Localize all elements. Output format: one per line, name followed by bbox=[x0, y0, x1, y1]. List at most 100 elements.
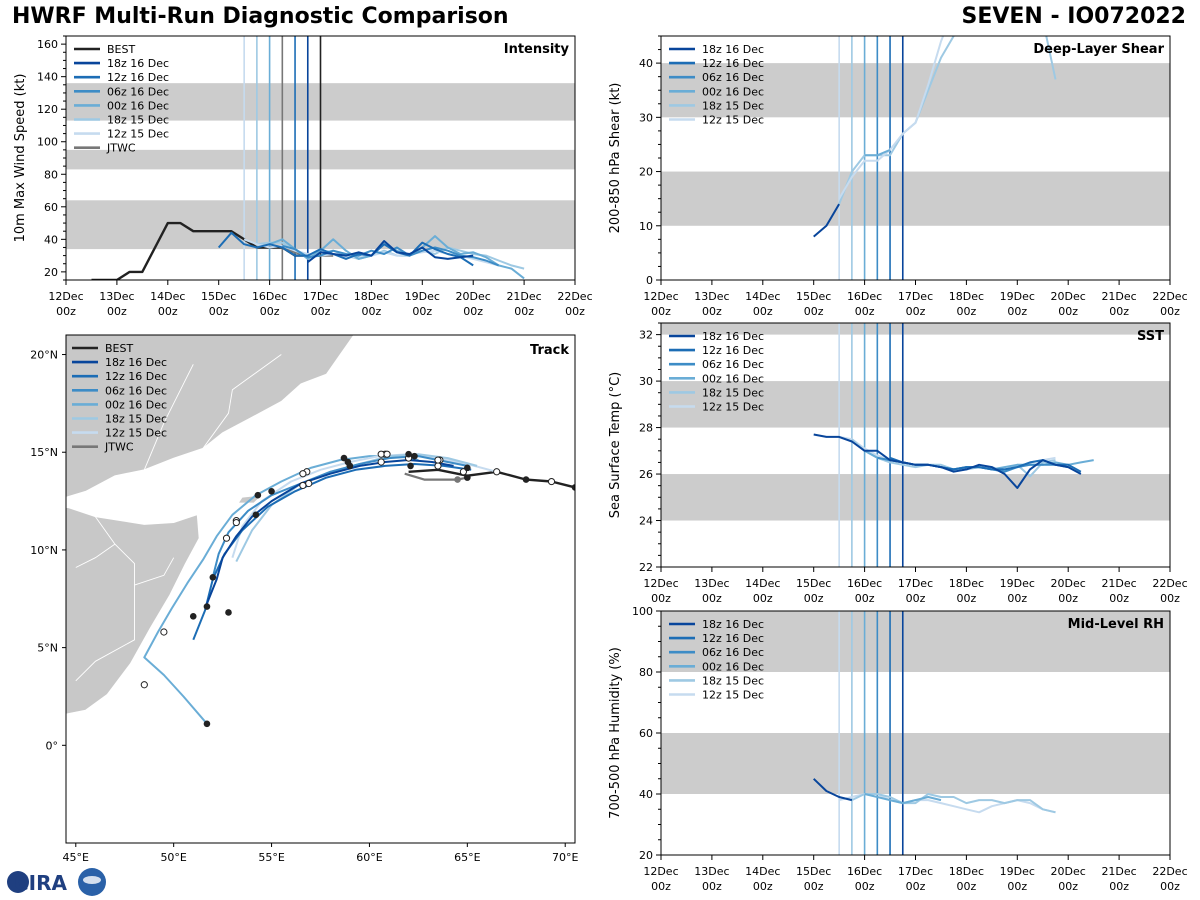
x-tick-label: 00z bbox=[855, 305, 875, 318]
y-tick-label: 40 bbox=[639, 788, 653, 801]
legend-label: 00z 16 Dec bbox=[105, 398, 167, 411]
x-tick-label: 00z bbox=[1160, 305, 1180, 318]
y-tick-label: 160 bbox=[37, 38, 58, 51]
track-open-marker bbox=[160, 628, 168, 636]
x-tick-label: 00z bbox=[1058, 592, 1078, 605]
x-tick-label: 00z bbox=[107, 305, 127, 318]
legend-label: 06z 16 Dec bbox=[702, 358, 764, 371]
shaded-band bbox=[661, 381, 1170, 428]
x-tick-label: 16Dec bbox=[847, 290, 882, 303]
x-tick-label: 12Dec bbox=[643, 865, 678, 878]
land-mass bbox=[66, 335, 355, 498]
lon-tick-label: 70°E bbox=[552, 851, 578, 864]
x-tick-label: 00z bbox=[311, 305, 331, 318]
x-tick-label: 22Dec bbox=[557, 290, 592, 303]
x-tick-label: 00z bbox=[651, 305, 671, 318]
x-tick-label: 00z bbox=[158, 305, 178, 318]
legend-label: 18z 15 Dec bbox=[702, 99, 764, 112]
x-tick-label: 16Dec bbox=[252, 290, 287, 303]
series-line bbox=[813, 433, 1082, 489]
y-tick-label: 80 bbox=[639, 666, 653, 679]
x-tick-label: 00z bbox=[804, 305, 824, 318]
y-tick-label: 28 bbox=[639, 422, 653, 435]
series-line bbox=[813, 778, 853, 802]
track-open-marker bbox=[305, 479, 313, 488]
x-tick-label: 00z bbox=[957, 880, 977, 893]
lon-tick-label: 65°E bbox=[454, 851, 480, 864]
x-tick-label: 00z bbox=[1160, 592, 1180, 605]
x-tick-label: 13Dec bbox=[694, 865, 729, 878]
x-tick-label: 00z bbox=[1007, 592, 1027, 605]
panel-title: SST bbox=[1137, 329, 1164, 344]
x-tick-label: 13Dec bbox=[99, 290, 134, 303]
x-tick-label: 12Dec bbox=[643, 290, 678, 303]
x-tick-label: 00z bbox=[753, 305, 773, 318]
x-tick-label: 00z bbox=[56, 305, 76, 318]
x-tick-label: 16Dec bbox=[847, 865, 882, 878]
x-tick-label: 20Dec bbox=[456, 290, 491, 303]
track-position-marker bbox=[454, 476, 461, 483]
track-position-marker bbox=[252, 511, 260, 519]
x-tick-label: 14Dec bbox=[745, 865, 780, 878]
shaded-band bbox=[661, 323, 1170, 335]
legend-label: 12z 16 Dec bbox=[702, 632, 764, 645]
land-mass bbox=[66, 506, 200, 715]
x-tick-label: 00z bbox=[906, 305, 926, 318]
y-axis-label: 200-850 hPa Shear (kt) bbox=[608, 83, 623, 234]
shaded-band bbox=[661, 474, 1170, 521]
x-tick-label: 21Dec bbox=[1101, 577, 1136, 590]
x-tick-label: 00z bbox=[702, 305, 722, 318]
map-area bbox=[66, 335, 575, 728]
x-tick-label: 20Dec bbox=[1051, 290, 1086, 303]
x-tick-label: 19Dec bbox=[1000, 577, 1035, 590]
x-tick-label: 20Dec bbox=[1051, 865, 1086, 878]
lon-tick-label: 45°E bbox=[63, 851, 89, 864]
x-tick-label: 00z bbox=[651, 592, 671, 605]
panel-title: Intensity bbox=[504, 42, 570, 57]
x-tick-label: 15Dec bbox=[796, 577, 831, 590]
x-tick-label: 00z bbox=[412, 305, 432, 318]
legend-label: 18z 15 Dec bbox=[105, 413, 167, 426]
legend-label: 12z 16 Dec bbox=[702, 57, 764, 70]
x-tick-label: 13Dec bbox=[694, 290, 729, 303]
x-tick-label: 17Dec bbox=[303, 290, 338, 303]
track-open-marker bbox=[434, 462, 442, 470]
series-line bbox=[864, 148, 891, 157]
panel-title: Mid-Level RH bbox=[1068, 617, 1164, 632]
y-tick-label: 140 bbox=[37, 71, 58, 84]
y-tick-label: 100 bbox=[632, 605, 653, 618]
lat-tick-label: 20°N bbox=[30, 349, 58, 362]
y-tick-label: 120 bbox=[37, 103, 58, 116]
x-tick-label: 00z bbox=[1109, 305, 1129, 318]
y-tick-label: 100 bbox=[37, 136, 58, 149]
legend-label: 12z 16 Dec bbox=[107, 71, 169, 84]
plot-area bbox=[661, 323, 1170, 567]
x-tick-label: 13Dec bbox=[694, 577, 729, 590]
x-tick-label: 22Dec bbox=[1152, 577, 1187, 590]
legend-label: 12z 15 Dec bbox=[107, 128, 169, 141]
x-tick-label: 00z bbox=[957, 592, 977, 605]
legend-label: 18z 16 Dec bbox=[702, 618, 764, 631]
legend-label: 00z 16 Dec bbox=[702, 85, 764, 98]
track-panel: 45°E 50°E 55°E 60°E 65°E 70°E 0° 5°N 10°N 15°N 20°… bbox=[30, 334, 578, 864]
sst-panel: 22 24 26 28 30 32 12Dec 00z 13Dec 00z 14Dec 00z 15De… bbox=[608, 322, 1188, 605]
x-tick-label: 00z bbox=[362, 305, 382, 318]
y-tick-label: 10 bbox=[639, 220, 653, 233]
x-tick-label: 00z bbox=[463, 305, 483, 318]
track-position-marker bbox=[209, 573, 217, 581]
x-tick-label: 21Dec bbox=[506, 290, 541, 303]
x-tick-label: 00z bbox=[804, 592, 824, 605]
x-tick-label: 15Dec bbox=[796, 865, 831, 878]
legend-label: 18z 16 Dec bbox=[702, 43, 764, 56]
x-tick-label: 00z bbox=[702, 880, 722, 893]
x-tick-label: 22Dec bbox=[1152, 290, 1187, 303]
legend-label: 06z 16 Dec bbox=[107, 85, 169, 98]
y-tick-label: 40 bbox=[639, 57, 653, 70]
x-tick-label: 00z bbox=[1058, 880, 1078, 893]
shaded-band bbox=[661, 733, 1170, 794]
track-open-marker bbox=[222, 534, 231, 542]
track-position-marker bbox=[411, 452, 418, 460]
x-tick-label: 22Dec bbox=[1152, 865, 1187, 878]
track-open-marker bbox=[434, 456, 442, 464]
series-line bbox=[813, 203, 840, 238]
